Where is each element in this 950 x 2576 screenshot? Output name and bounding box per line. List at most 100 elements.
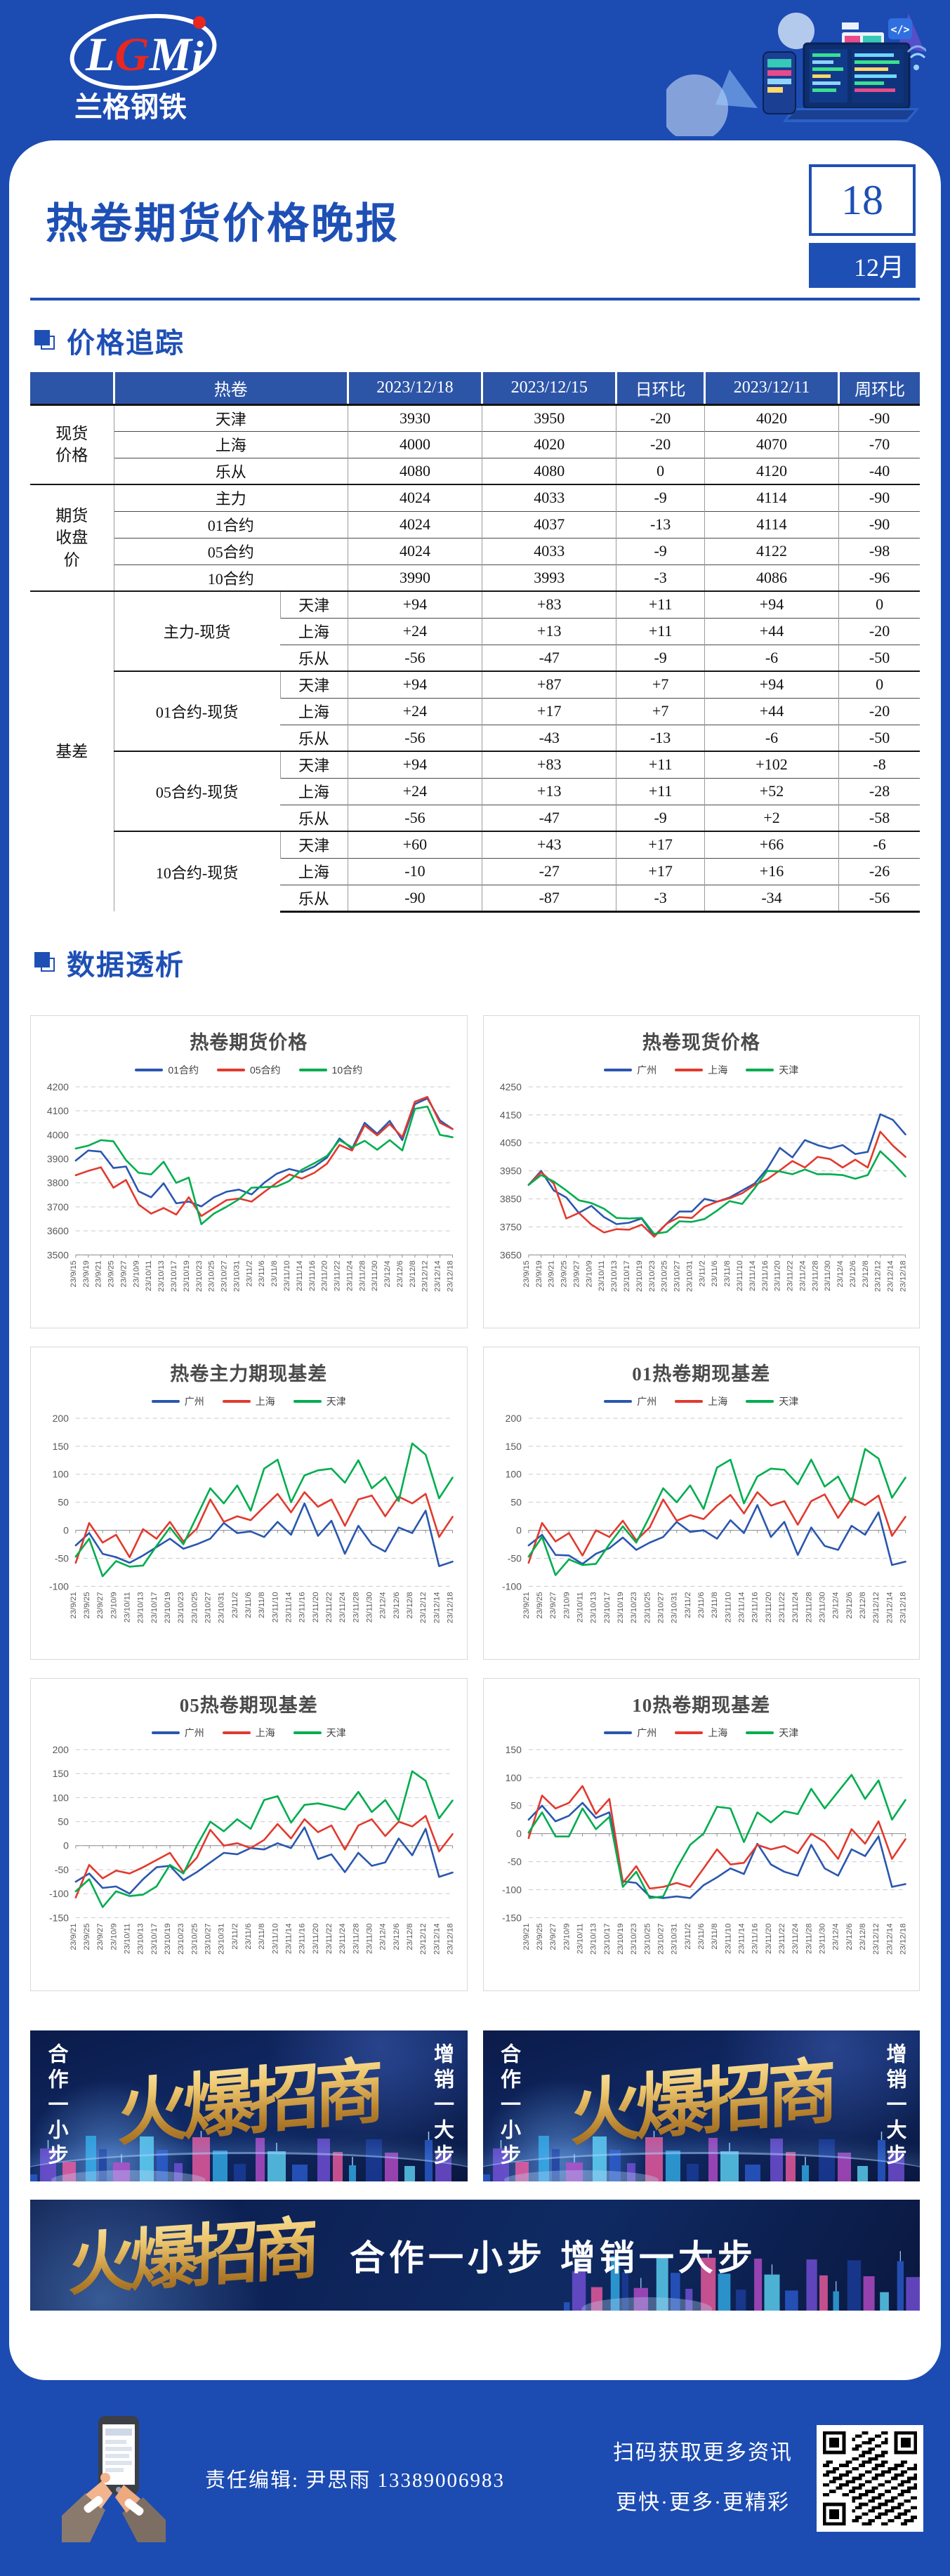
table-cell: 乐从: [280, 804, 348, 831]
svg-text:23/10/23: 23/10/23: [630, 1923, 638, 1955]
svg-text:23/12/12: 23/12/12: [421, 1260, 430, 1292]
svg-text:23/10/27: 23/10/27: [673, 1260, 681, 1292]
banner-left-slogan: 合作一小步: [45, 2042, 67, 2169]
svg-text:23/10/19: 23/10/19: [183, 1260, 191, 1292]
editor-credit: 责任编辑: 尹思雨 13389006983: [205, 2469, 506, 2492]
table-cell: 4024: [347, 510, 482, 538]
section-square-icon: [34, 330, 55, 351]
svg-text:23/11/2: 23/11/2: [245, 1260, 253, 1286]
table-cell: -6: [704, 644, 839, 671]
table-cell: 4020: [704, 404, 839, 431]
svg-text:23/11/16: 23/11/16: [751, 1592, 759, 1623]
svg-text:23/10/11: 23/10/11: [124, 1923, 132, 1954]
table-cell: 主力: [113, 484, 348, 511]
qr-caption: 扫码获取更多资讯 更快·更多·更精彩: [613, 2429, 793, 2528]
svg-text:23/9/27: 23/9/27: [572, 1260, 581, 1287]
svg-text:23/12/4: 23/12/4: [836, 1260, 845, 1287]
svg-text:23/9/21: 23/9/21: [70, 1592, 78, 1618]
content-card: 热卷期货价格晚报 18 12月 价格追踪 热卷 2023/12/18 2023/12…: [9, 140, 941, 2380]
svg-text:23/11/10: 23/11/10: [283, 1260, 291, 1291]
svg-text:23/11/20: 23/11/20: [312, 1592, 320, 1623]
table-cell: 4000: [347, 430, 482, 458]
svg-text:23/10/23: 23/10/23: [630, 1592, 638, 1623]
svg-text:23/10/9: 23/10/9: [585, 1260, 593, 1287]
legend-item: 天津: [293, 1394, 346, 1408]
table-cell: 4037: [482, 510, 616, 538]
svg-text:-150: -150: [501, 1912, 521, 1923]
table-header-cell: 2023/12/11: [703, 372, 839, 406]
svg-text:23/11/24: 23/11/24: [345, 1260, 354, 1290]
table-cell: -90: [838, 404, 920, 431]
svg-text:0: 0: [63, 1840, 69, 1851]
table-cell: -90: [838, 484, 920, 511]
light-wave: [482, 2151, 920, 2181]
table-cell: -34: [704, 884, 839, 913]
chart-panel-10-basis: 10热卷期现基差 广州 上海 天津 -150 -100 -50 0 50 100 150 23/9…: [482, 1677, 920, 1991]
section-title: 数据透析: [67, 949, 185, 981]
svg-text:23/12/6: 23/12/6: [845, 1592, 853, 1618]
legend-swatch: [298, 1068, 327, 1071]
legend-item: 上海: [675, 1726, 727, 1740]
table-cell: 乐从: [280, 884, 348, 913]
title-divider: [30, 298, 920, 300]
svg-text:23/11/24: 23/11/24: [791, 1591, 800, 1622]
svg-text:23/11/30: 23/11/30: [824, 1260, 832, 1291]
legend-label: 上海: [708, 1726, 728, 1738]
legend-label: 广州: [637, 1395, 657, 1407]
price-table: 热卷 2023/12/18 2023/12/15 日环比 2023/12/11 周环比 现货…: [30, 372, 920, 913]
table-cell: -26: [838, 857, 920, 885]
table-cell: -28: [838, 777, 920, 805]
table-cell: -40: [838, 457, 920, 484]
svg-text:150: 150: [53, 1768, 70, 1779]
legend-item: 天津: [293, 1726, 346, 1740]
svg-text:-50: -50: [55, 1552, 69, 1564]
svg-text:23/10/27: 23/10/27: [204, 1923, 213, 1955]
table-cell: 上海: [280, 777, 348, 805]
svg-text:23/12/4: 23/12/4: [383, 1260, 392, 1287]
legend-item: 广州: [604, 1063, 657, 1077]
svg-text:23/10/23: 23/10/23: [177, 1592, 185, 1623]
table-cell: +17: [616, 831, 705, 858]
qr-caption-line2: 更快·更多·更精彩: [616, 2490, 790, 2514]
table-cell: 4020: [482, 430, 616, 458]
legend-swatch: [675, 1068, 704, 1071]
svg-text:23/11/14: 23/11/14: [748, 1260, 756, 1290]
svg-text:23/11/8: 23/11/8: [711, 1592, 719, 1618]
table-cell: 10合约: [114, 564, 348, 591]
chart-title: 01热卷期现基差: [632, 1363, 771, 1385]
svg-text:23/11/14: 23/11/14: [737, 1591, 746, 1622]
svg-text:23/9/27: 23/9/27: [96, 1923, 105, 1950]
table-cell: -20: [838, 697, 920, 725]
table-cell: 01合约: [114, 510, 348, 538]
svg-text:23/11/2: 23/11/2: [231, 1592, 239, 1618]
svg-text:23/11/20: 23/11/20: [321, 1260, 329, 1291]
svg-text:3650: 3650: [499, 1249, 521, 1260]
table-cell: 上海: [280, 857, 348, 885]
chart-plot: -100 -50 0 50 100 150 200 23/9/21 23/9/25 23/9/27…: [49, 1413, 455, 1623]
svg-text:23/9/25: 23/9/25: [560, 1260, 568, 1287]
table-cell: -90: [347, 884, 482, 913]
legend-swatch: [604, 1399, 633, 1403]
svg-text:23/11/22: 23/11/22: [334, 1260, 342, 1291]
svg-text:23/11/16: 23/11/16: [298, 1592, 307, 1623]
svg-text:23/10/17: 23/10/17: [602, 1923, 611, 1955]
table-cell: +66: [704, 831, 839, 858]
svg-text:23/12/4: 23/12/4: [379, 1922, 388, 1950]
svg-text:23/9/25: 23/9/25: [536, 1592, 544, 1618]
table-cell: 期货 收盘 价: [30, 484, 114, 591]
legend-label: 01合约: [168, 1064, 199, 1076]
table-cell: -47: [482, 804, 616, 831]
svg-text:23/10/17: 23/10/17: [150, 1923, 159, 1955]
svg-text:23/11/8: 23/11/8: [270, 1260, 279, 1286]
table-cell: -87: [482, 884, 616, 913]
svg-text:23/11/10: 23/11/10: [271, 1592, 279, 1623]
legend-swatch: [604, 1731, 633, 1734]
svg-text:23/11/22: 23/11/22: [786, 1260, 794, 1291]
legend-item: 天津: [746, 1394, 798, 1408]
svg-text:23/10/9: 23/10/9: [132, 1260, 140, 1287]
legend-item: 上海: [222, 1726, 275, 1740]
legend-label: 广州: [184, 1726, 204, 1738]
table-cell: 4080: [347, 457, 482, 484]
page-title: 热卷期货价格晚报: [46, 201, 400, 247]
svg-text:23/11/30: 23/11/30: [366, 1592, 374, 1623]
